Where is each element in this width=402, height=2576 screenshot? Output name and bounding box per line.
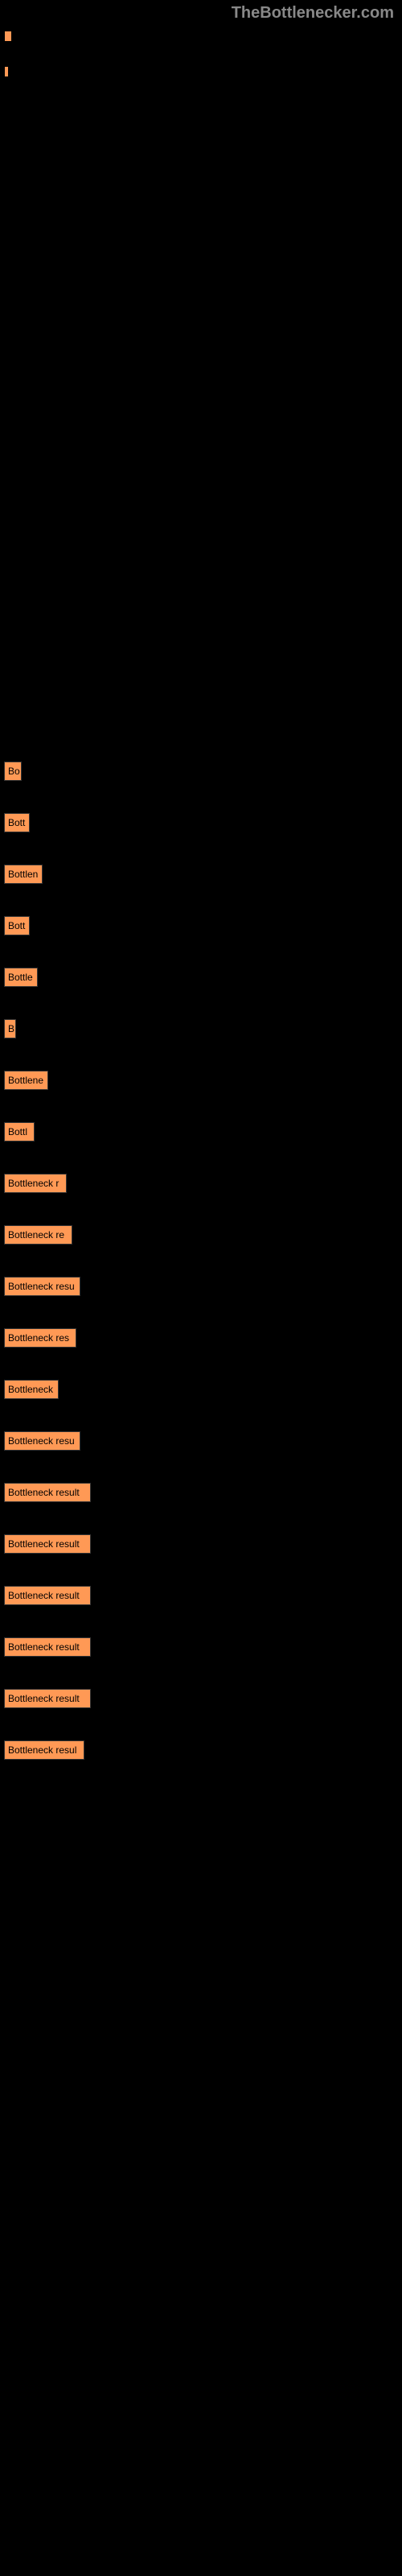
chart-bar: Bottleneck result <box>4 1586 91 1605</box>
chart-container: Bo Bott Bottlen Bott Bottle B Bottlene Bottl Bot… <box>4 762 402 1760</box>
chart-bar: Bottleneck result <box>4 1689 91 1708</box>
chart-bar: Bottleneck res <box>4 1328 76 1348</box>
top-bar-2 <box>4 66 9 77</box>
chart-row: Bottleneck resul <box>4 1740 402 1760</box>
bar-label: Bott <box>8 817 25 828</box>
bar-label: Bottleneck result <box>8 1538 80 1550</box>
chart-bar: Bo <box>4 762 22 781</box>
bar-label: Bottleneck r <box>8 1178 59 1189</box>
chart-row: Bottleneck re <box>4 1225 402 1245</box>
top-bars-section <box>4 31 402 77</box>
spacer <box>0 101 402 745</box>
bar-label: Bottleneck res <box>8 1332 69 1344</box>
chart-row: Bottlen <box>4 865 402 884</box>
chart-row: Bottleneck <box>4 1380 402 1399</box>
chart-row: Bottl <box>4 1122 402 1141</box>
chart-bar: Bottleneck resu <box>4 1277 80 1296</box>
site-title: TheBottlenecker.com <box>232 4 394 22</box>
bar-label: Bottlene <box>8 1075 43 1086</box>
chart-row: Bottleneck result <box>4 1637 402 1657</box>
bar-label: Bottleneck result <box>8 1487 80 1498</box>
chart-bar: Bottleneck result <box>4 1483 91 1502</box>
bar-label: Bottle <box>8 972 33 983</box>
chart-row: Bott <box>4 916 402 935</box>
chart-bar: Bottleneck <box>4 1380 59 1399</box>
chart-row: Bottleneck result <box>4 1689 402 1708</box>
bar-label: Bo <box>8 766 20 777</box>
chart-row: Bottlene <box>4 1071 402 1090</box>
chart-bar: Bottleneck result <box>4 1637 91 1657</box>
chart-row: Bottleneck result <box>4 1483 402 1502</box>
bar-label: Bott <box>8 920 25 931</box>
header: TheBottlenecker.com <box>0 0 402 23</box>
bar-label: Bottleneck result <box>8 1590 80 1601</box>
chart-bar: Bottleneck resul <box>4 1740 84 1760</box>
bar-label: Bottleneck result <box>8 1641 80 1653</box>
chart-row: Bottleneck result <box>4 1534 402 1554</box>
bar-label: Bottleneck resu <box>8 1281 75 1292</box>
chart-bar: Bott <box>4 916 30 935</box>
chart-row: Bottleneck r <box>4 1174 402 1193</box>
top-bar-1 <box>4 31 12 42</box>
bar-label: Bottleneck re <box>8 1229 64 1241</box>
chart-bar: Bottle <box>4 968 38 987</box>
chart-row: Bo <box>4 762 402 781</box>
bar-label: Bottleneck resul <box>8 1744 76 1756</box>
chart-bar: Bottleneck r <box>4 1174 67 1193</box>
bar-label: Bottlen <box>8 869 38 880</box>
chart-row: Bottle <box>4 968 402 987</box>
chart-bar: Bott <box>4 813 30 832</box>
bar-label: Bottl <box>8 1126 27 1137</box>
chart-bar: Bottl <box>4 1122 35 1141</box>
chart-row: Bottleneck res <box>4 1328 402 1348</box>
chart-row: Bott <box>4 813 402 832</box>
bar-label: Bottleneck resu <box>8 1435 75 1447</box>
chart-bar: Bottleneck re <box>4 1225 72 1245</box>
chart-bar: Bottleneck resu <box>4 1431 80 1451</box>
bar-label: Bottleneck result <box>8 1693 80 1704</box>
chart-row: Bottleneck resu <box>4 1277 402 1296</box>
chart-row: Bottleneck result <box>4 1586 402 1605</box>
chart-row: B <box>4 1019 402 1038</box>
chart-bar: Bottleneck result <box>4 1534 91 1554</box>
chart-bar: Bottlene <box>4 1071 48 1090</box>
chart-bar: B <box>4 1019 16 1038</box>
bar-label: Bottleneck <box>8 1384 53 1395</box>
bar-label: B <box>8 1023 14 1034</box>
chart-row: Bottleneck resu <box>4 1431 402 1451</box>
chart-bar: Bottlen <box>4 865 43 884</box>
